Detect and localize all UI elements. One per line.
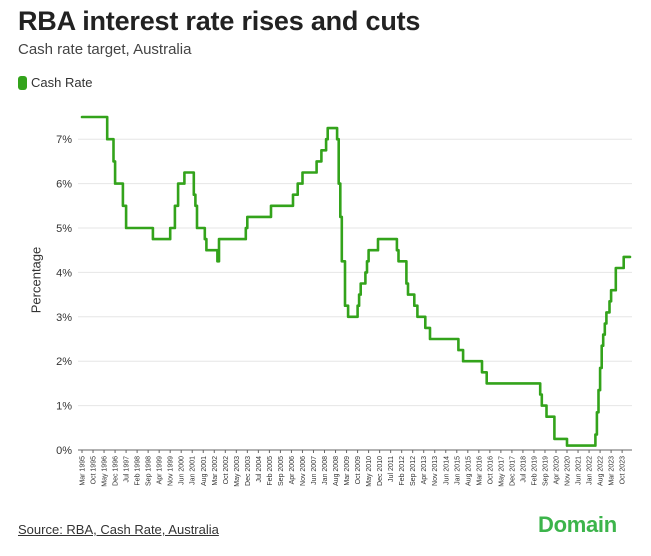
- x-tick-label: Apr 2020: [553, 456, 560, 485]
- x-tick-label: Jul 1997: [124, 456, 131, 483]
- x-tick-label: Sep 2019: [542, 456, 549, 486]
- x-tick-label: Nov 2006: [300, 456, 307, 486]
- y-tick-label: 5%: [56, 223, 72, 235]
- x-tick-label: May 2003: [234, 456, 241, 487]
- x-tick-label: Feb 2019: [531, 456, 538, 486]
- x-tick-label: Jun 2014: [443, 456, 450, 485]
- x-tick-label: Aug 2015: [465, 456, 472, 486]
- x-tick-label: Oct 2023: [620, 456, 627, 485]
- x-tick-label: Nov 2013: [432, 456, 439, 486]
- x-tick-label: Jan 2008: [322, 456, 329, 485]
- x-tick-label: Jun 2007: [311, 456, 318, 485]
- x-tick-label: May 2017: [498, 456, 505, 487]
- x-tick-label: Dec 1996: [113, 456, 120, 486]
- x-tick-label: Apr 1999: [157, 456, 164, 485]
- y-tick-label: 3%: [56, 312, 72, 324]
- y-tick-label: 1%: [56, 401, 72, 413]
- legend-swatch: [18, 75, 27, 90]
- x-tick-label: Sep 1998: [146, 456, 153, 486]
- x-tick-label: Dec 2010: [377, 456, 384, 486]
- x-tick-label: Jul 2004: [256, 456, 263, 483]
- x-tick-label: Aug 2001: [201, 456, 208, 486]
- x-tick-label: Mar 2016: [476, 456, 483, 486]
- x-tick-label: Oct 2002: [223, 456, 230, 485]
- chart-title: RBA interest rate rises and cuts: [18, 6, 421, 36]
- x-tick-label: Jun 2021: [576, 456, 583, 485]
- x-tick-label: Apr 2013: [421, 456, 428, 485]
- x-tick-label: Dec 2017: [509, 456, 516, 486]
- x-tick-label: Oct 2016: [487, 456, 494, 485]
- legend-label: Cash Rate: [31, 75, 93, 90]
- x-tick-label: Feb 2012: [399, 456, 406, 486]
- x-tick-label: Mar 2023: [609, 456, 616, 486]
- x-tick-label: Mar 1995: [80, 456, 87, 486]
- x-tick-label: Nov 2020: [565, 456, 572, 486]
- x-tick-label: May 2010: [366, 456, 373, 487]
- x-tick-label: Apr 2006: [289, 456, 296, 485]
- x-tick-label: Mar 2002: [212, 456, 219, 486]
- chart-subtitle: Cash rate target, Australia: [18, 41, 192, 58]
- x-tick-label: May 1996: [102, 456, 109, 487]
- domain-logo: Domain: [538, 512, 617, 537]
- x-tick-label: Jun 2000: [179, 456, 186, 485]
- x-tick-label: Feb 2005: [267, 456, 274, 486]
- legend: Cash Rate: [18, 75, 92, 90]
- y-tick-label: 6%: [56, 179, 72, 191]
- x-tick-label: Jul 2011: [388, 456, 395, 482]
- y-tick-label: 7%: [56, 134, 72, 146]
- y-tick-label: 2%: [56, 356, 72, 368]
- x-tick-label: Sep 2005: [278, 456, 285, 486]
- x-tick-label: Dec 2003: [245, 456, 252, 486]
- x-tick-label: Jan 2001: [190, 456, 197, 485]
- x-tick-label: Feb 1998: [135, 456, 142, 486]
- y-tick-label: 0%: [56, 445, 72, 457]
- x-tick-label: Sep 2012: [410, 456, 417, 486]
- x-tick-label: Jan 2022: [587, 456, 594, 485]
- y-tick-label: 4%: [56, 267, 72, 279]
- x-tick-label: Oct 2009: [355, 456, 362, 485]
- source-link[interactable]: Source: RBA, Cash Rate, Australia: [18, 522, 219, 537]
- x-tick-label: Jan 2015: [454, 456, 461, 485]
- x-tick-label: Aug 2008: [333, 456, 340, 486]
- series-line-cash-rate: [80, 115, 632, 447]
- x-tick-label: Mar 2009: [344, 456, 351, 486]
- x-tick-label: Aug 2022: [598, 456, 605, 486]
- x-tick-label: Nov 1999: [168, 456, 175, 486]
- x-tick-label: Oct 1995: [91, 456, 98, 485]
- x-tick-label: Jul 2018: [520, 456, 527, 483]
